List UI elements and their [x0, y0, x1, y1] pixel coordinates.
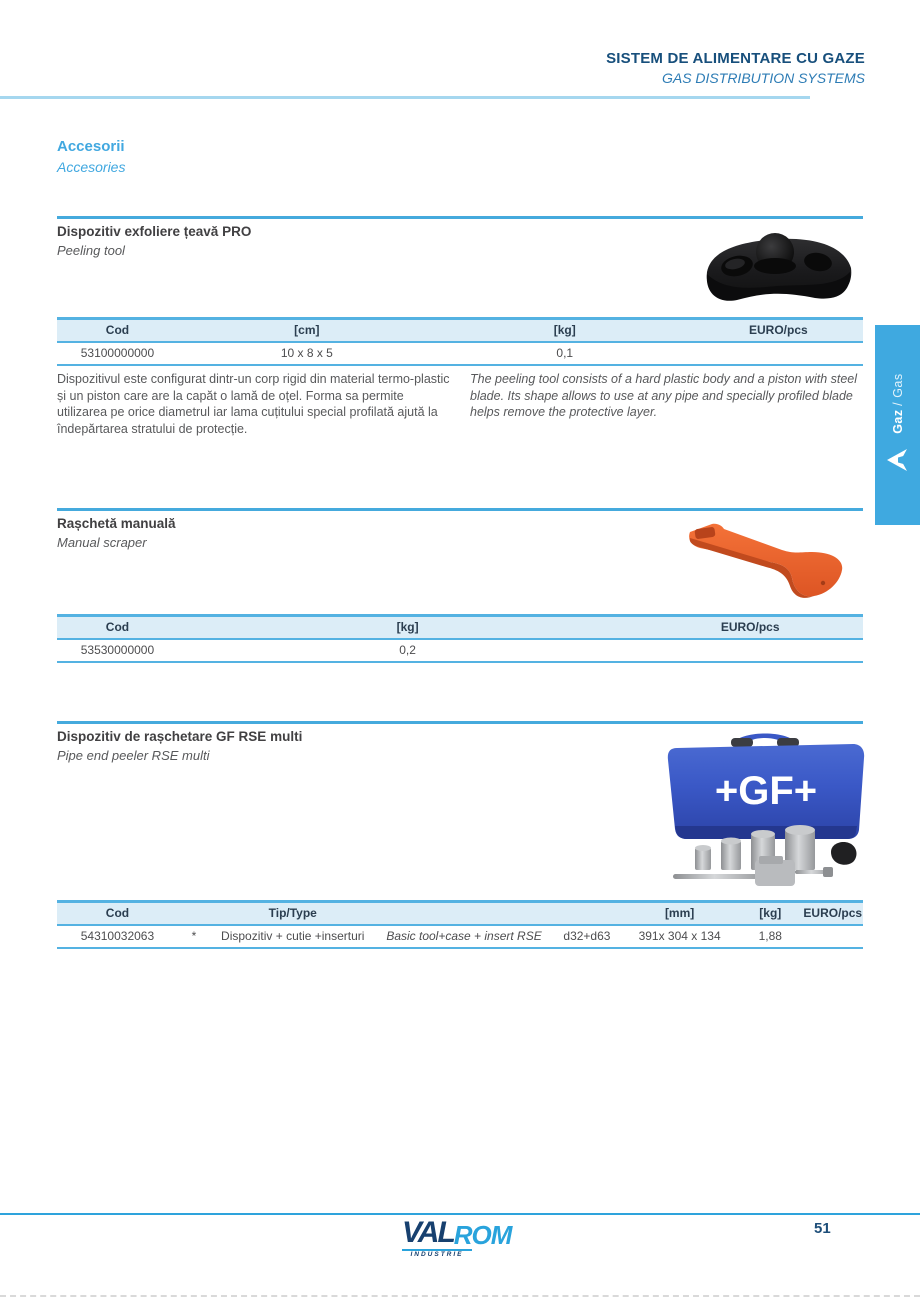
product-rule [57, 508, 863, 511]
product-rule [57, 216, 863, 219]
peeling-tool-table: Cod [cm] [kg] EURO/pcs 53100000000 10 x … [57, 317, 863, 366]
col-header: Cod [105, 906, 130, 921]
peeling-tool-image [695, 222, 860, 319]
col-header: Tip/Type [268, 906, 317, 921]
col-header: [cm] [294, 323, 320, 338]
section-title-ro: Accesorii [57, 138, 125, 155]
tab-label-en: Gas [890, 373, 905, 398]
cell-price [637, 639, 863, 662]
gf-case-label: +GF+ [715, 769, 817, 813]
col-header: [kg] [553, 323, 576, 338]
cell-kg: 1,88 [758, 929, 782, 943]
col-header: EURO/pcs [749, 323, 808, 338]
case-tool [673, 856, 833, 886]
cell-price [803, 925, 863, 948]
valrom-logo: VAL ROM INDUSTRIE [402, 1218, 522, 1259]
valrom-mark-icon [885, 448, 911, 477]
cell-price [694, 342, 863, 365]
cell-diameter: d32+d63 [563, 929, 611, 943]
cell-note: * [191, 929, 197, 943]
cell-kg: 0,1 [556, 346, 574, 360]
cell-cm: 10 x 8 x 5 [280, 346, 333, 360]
header-title-ro: SISTEM DE ALIMENTARE CU GAZE [606, 50, 865, 67]
description-ro: Dispozitivul este configurat dintr-un co… [57, 372, 450, 436]
cell-cod: 53100000000 [80, 346, 155, 360]
gf-rse-table: Cod Tip/Type [mm] [kg] EURO/pcs 54310032… [57, 900, 863, 949]
logo-val: VAL [402, 1216, 456, 1249]
col-header: [mm] [664, 906, 695, 921]
page-number: 51 [814, 1220, 831, 1237]
product-title-ro: Dispozitiv de rașchetare GF RSE multi [57, 729, 303, 744]
footer-rule [0, 1213, 920, 1215]
sidebar-tab-gaz[interactable]: Gaz / Gas [875, 325, 920, 525]
logo-rom: ROM [453, 1220, 513, 1250]
logo-industrie: INDUSTRIE [402, 1249, 472, 1259]
product-block-gf-rse-multi: Dispozitiv de rașchetare GF RSE multi Pi… [57, 721, 863, 763]
manual-scraper-image [682, 516, 862, 607]
page-header: SISTEM DE ALIMENTARE CU GAZE GAS DISTRIB… [606, 50, 865, 86]
tab-label-separator: / [890, 397, 905, 410]
cell-cod: 53530000000 [80, 643, 155, 657]
sidebar-tab-label: Gaz / Gas [891, 373, 905, 434]
col-header: [kg] [396, 620, 419, 635]
col-header: Cod [105, 323, 130, 338]
product-title-ro: Dispozitiv exfoliere țeavă PRO [57, 224, 252, 239]
manual-scraper-table: Cod [kg] EURO/pcs 53530000000 0,2 [57, 614, 863, 663]
table-header-row: Cod Tip/Type [mm] [kg] EURO/pcs [57, 901, 863, 925]
cell-type-en: Basic tool+case + insert RSE [386, 929, 542, 943]
gf-case-image: +GF+ [655, 726, 877, 899]
table-row: 53100000000 10 x 8 x 5 0,1 [57, 342, 863, 365]
cell-mm: 391x 304 x 134 [638, 929, 721, 943]
product-title-en: Peeling tool [57, 243, 125, 258]
col-header: Cod [105, 620, 130, 635]
section-heading: Accesorii Accesories [57, 138, 125, 175]
product-rule [57, 721, 863, 724]
product-title-en: Pipe end peeler RSE multi [57, 748, 210, 763]
product-title-ro: Rașchetă manuală [57, 516, 176, 531]
table-row: 54310032063 * Dispozitiv + cutie +insert… [57, 925, 863, 948]
cell-cod: 54310032063 [80, 929, 155, 943]
table-row: 53530000000 0,2 [57, 639, 863, 662]
header-title-en: GAS DISTRIBUTION SYSTEMS [661, 70, 865, 86]
section-title-en: Accesories [57, 159, 126, 175]
table-header-row: Cod [cm] [kg] EURO/pcs [57, 318, 863, 342]
col-header: [kg] [759, 906, 782, 921]
page-bottom-edge [0, 1295, 920, 1299]
product-title-en: Manual scraper [57, 535, 147, 550]
cell-type-ro: Dispozitiv + cutie +inserturi [221, 929, 365, 943]
col-header: EURO/pcs [720, 620, 780, 635]
tab-label-ro: Gaz [890, 409, 905, 434]
product-block-peeling-tool: Dispozitiv exfoliere țeavă PRO Peeling t… [57, 216, 863, 258]
product-block-manual-scraper: Rașchetă manuală Manual scraper [57, 508, 863, 550]
col-header: EURO/pcs [803, 906, 863, 921]
cell-kg: 0,2 [399, 643, 416, 657]
description-en: The peeling tool consists of a hard plas… [470, 372, 858, 419]
header-rule [0, 96, 810, 99]
table-header-row: Cod [kg] EURO/pcs [57, 615, 863, 639]
